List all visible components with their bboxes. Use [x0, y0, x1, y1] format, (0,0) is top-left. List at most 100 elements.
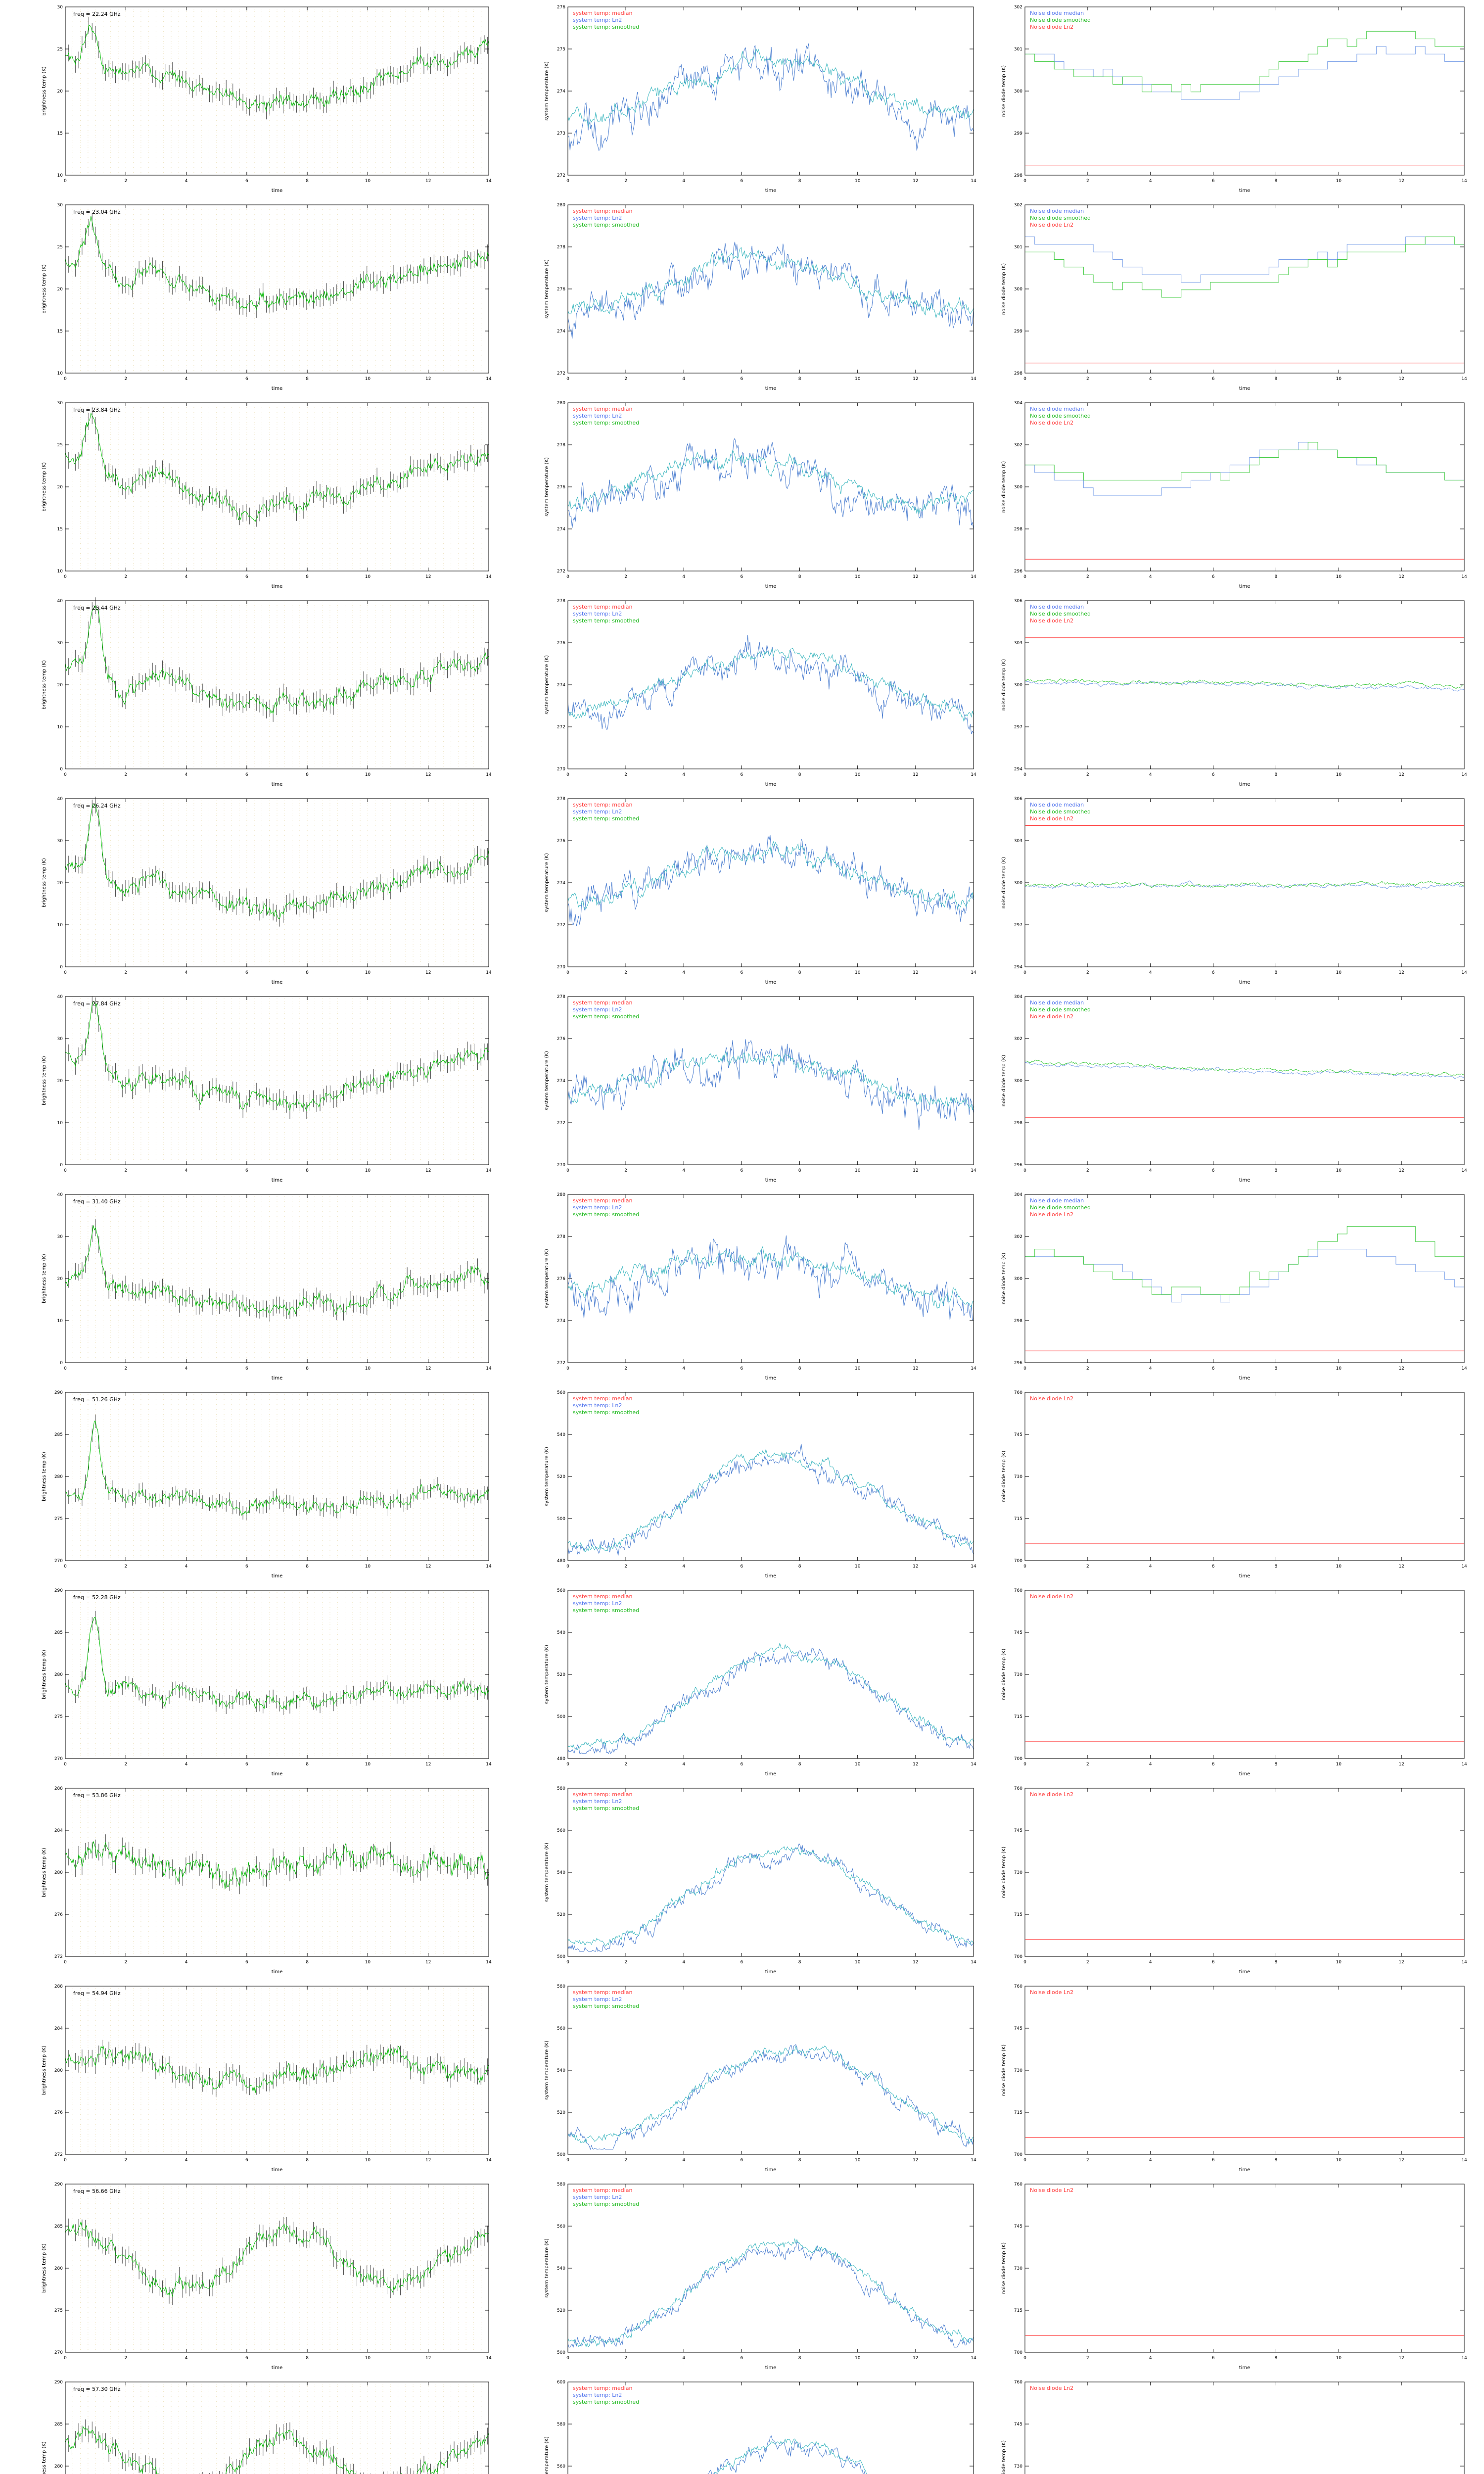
legend-entry: Noise diode Ln2 — [1030, 1791, 1073, 1798]
plot-frame — [567, 996, 974, 1165]
plot-row: 0 2 4 6 8 10 12 14 272 276 280 284 288 time brightness… — [0, 1781, 1484, 1979]
x-tick-label: 8 — [798, 2158, 801, 2163]
x-tick-label: 0 — [64, 179, 67, 184]
x-tick-label: 8 — [306, 2356, 309, 2361]
brightness-chart: 0 2 4 6 8 10 12 14 10 15 20 25 30 time brightness temp… — [42, 5, 492, 193]
y-tick-label: 284 — [54, 1828, 63, 1833]
x-tick-label: 12 — [913, 1168, 918, 1173]
x-tick-label: 8 — [1275, 377, 1278, 381]
brightness-panel: 0 2 4 6 8 10 12 14 272 276 280 284 288 time brightness… — [0, 1979, 524, 2177]
x-tick-label: 6 — [245, 970, 248, 975]
y-axis-label: system temperature (K) — [544, 61, 550, 121]
x-tick-label: 8 — [306, 574, 309, 579]
legend-entry: Noise diode Ln2 — [1030, 2187, 1073, 2193]
x-tick-label: 4 — [1149, 179, 1152, 184]
legend-entry: system temp: Ln2 — [573, 1600, 622, 1607]
data-trace — [65, 1001, 489, 1111]
x-tick-label: 10 — [855, 377, 861, 381]
y-tick-label: 272 — [557, 1121, 565, 1126]
x-axis-label: time — [765, 386, 777, 391]
x-tick-label: 0 — [64, 574, 67, 579]
y-tick-label: 272 — [557, 371, 565, 376]
x-axis-label: time — [1239, 188, 1251, 193]
plot-row: 0 2 4 6 8 10 12 14 0 10 20 30 40 time brightness temp … — [0, 1188, 1484, 1385]
data-trace — [567, 1443, 974, 1556]
x-tick-label: 4 — [185, 1762, 188, 1767]
x-tick-label: 0 — [566, 2158, 569, 2163]
y-tick-label: 278 — [557, 599, 565, 604]
y-tick-label: 15 — [57, 527, 63, 532]
x-tick-label: 12 — [425, 1762, 431, 1767]
y-axis-label: noise diode temp (K) — [1001, 461, 1007, 513]
y-tick-label: 10 — [57, 1319, 63, 1324]
y-tick-label: 730 — [1014, 1475, 1022, 1479]
plot-frame — [65, 6, 489, 176]
x-tick-label: 4 — [185, 2158, 188, 2163]
x-axis-label: time — [765, 1573, 777, 1579]
y-tick-label: 715 — [1014, 1912, 1022, 1917]
x-tick-label: 14 — [486, 1366, 492, 1371]
y-axis-label: brightness temp (K) — [42, 2243, 47, 2293]
x-tick-label: 12 — [913, 1564, 918, 1569]
freq-title: freq = 54.94 GHz — [73, 1990, 121, 1997]
x-axis-label: time — [765, 1178, 777, 1183]
x-axis-label: time — [272, 1771, 283, 1777]
x-tick-label: 10 — [365, 1762, 371, 1767]
y-tick-label: 580 — [557, 2182, 565, 2187]
data-trace — [567, 2238, 974, 2348]
data-trace — [567, 2241, 974, 2348]
x-tick-label: 10 — [365, 1366, 371, 1371]
system-temp-chart: 0 2 4 6 8 10 12 14 480 500 520 540 560 time system tem… — [544, 1588, 976, 1777]
y-tick-label: 276 — [557, 839, 565, 844]
brightness-panel: 0 2 4 6 8 10 12 14 10 15 20 25 30 time brightness temp… — [0, 396, 524, 594]
y-tick-label: 520 — [557, 1912, 565, 1917]
y-axis-label: brightness temp (K) — [42, 66, 47, 116]
system-temp-panel: 0 2 4 6 8 10 12 14 270 272 274 276 278 time system tem… — [524, 792, 999, 990]
x-tick-label: 12 — [1398, 1762, 1404, 1767]
y-tick-label: 560 — [557, 2224, 565, 2229]
x-tick-label: 8 — [306, 1168, 309, 1173]
x-tick-label: 4 — [682, 377, 685, 381]
x-tick-label: 4 — [682, 1762, 685, 1767]
legend-entry: system temp: smoothed — [573, 420, 639, 426]
y-tick-label: 715 — [1014, 2110, 1022, 2115]
x-tick-label: 12 — [425, 377, 431, 381]
y-tick-label: 520 — [557, 1475, 565, 1479]
brightness-panel: 0 2 4 6 8 10 12 14 0 10 20 30 40 time brightness temp … — [0, 594, 524, 792]
x-axis-label: time — [765, 2365, 777, 2371]
y-tick-label: 760 — [1014, 1786, 1022, 1791]
x-tick-label: 6 — [741, 2158, 743, 2163]
x-tick-label: 0 — [566, 1762, 569, 1767]
system-temp-panel: 0 2 4 6 8 10 12 14 272 274 276 278 280 time system tem… — [524, 198, 999, 396]
y-tick-label: 297 — [1014, 725, 1022, 730]
legend-entry: system temp: smoothed — [573, 1211, 639, 1218]
x-tick-label: 12 — [1398, 2356, 1404, 2361]
y-tick-label: 500 — [557, 1517, 565, 1522]
y-axis-label: system temperature (K) — [544, 1645, 550, 1704]
x-axis-label: time — [1239, 584, 1251, 589]
x-tick-label: 2 — [124, 574, 127, 579]
legend-entry: Noise diode median — [1030, 406, 1084, 412]
plot-frame — [65, 2381, 489, 2474]
x-tick-label: 8 — [798, 2356, 801, 2361]
x-tick-label: 12 — [425, 1960, 431, 1965]
x-tick-label: 14 — [971, 772, 976, 777]
x-tick-label: 8 — [798, 574, 801, 579]
x-tick-label: 12 — [425, 772, 431, 777]
x-tick-label: 10 — [365, 1168, 371, 1173]
y-axis-label: system temperature (K) — [544, 457, 550, 517]
plot-frame — [65, 798, 489, 967]
y-tick-label: 560 — [557, 2464, 565, 2469]
y-axis-label: brightness temp (K) — [42, 264, 47, 314]
x-tick-label: 0 — [566, 377, 569, 381]
legend-entry: system temp: Ln2 — [573, 2194, 622, 2200]
y-tick-label: 10 — [57, 1121, 63, 1126]
y-axis-label: brightness temp (K) — [42, 2046, 47, 2095]
y-tick-label: 280 — [557, 203, 565, 208]
y-tick-label: 580 — [557, 1984, 565, 1989]
x-tick-label: 6 — [245, 179, 248, 184]
x-tick-label: 12 — [425, 1564, 431, 1569]
